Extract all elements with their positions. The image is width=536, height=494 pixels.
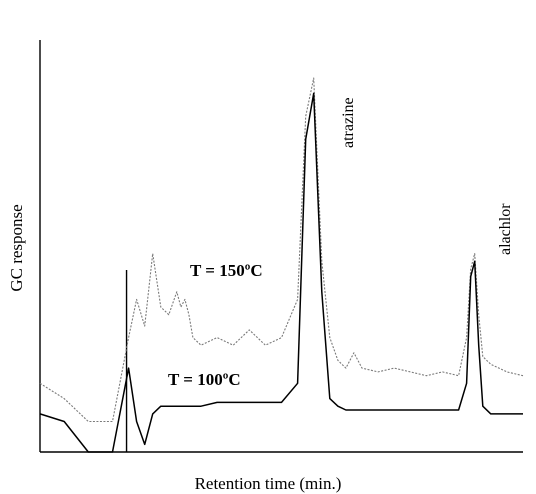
- x-axis-label: Retention time (min.): [195, 474, 342, 493]
- plot-area: [39, 40, 524, 453]
- series-line-t150: [39, 77, 524, 423]
- series-label-t150: T = 150ºC: [190, 261, 263, 280]
- series-label-t100: T = 100ºC: [168, 370, 241, 389]
- y-axis-label: GC response: [7, 204, 26, 291]
- peak-label-alachlor: alachlor: [497, 203, 514, 255]
- peak-label-atrazine: atrazine: [340, 97, 357, 148]
- series-layer: [39, 77, 524, 453]
- series-line-t100: [39, 92, 523, 453]
